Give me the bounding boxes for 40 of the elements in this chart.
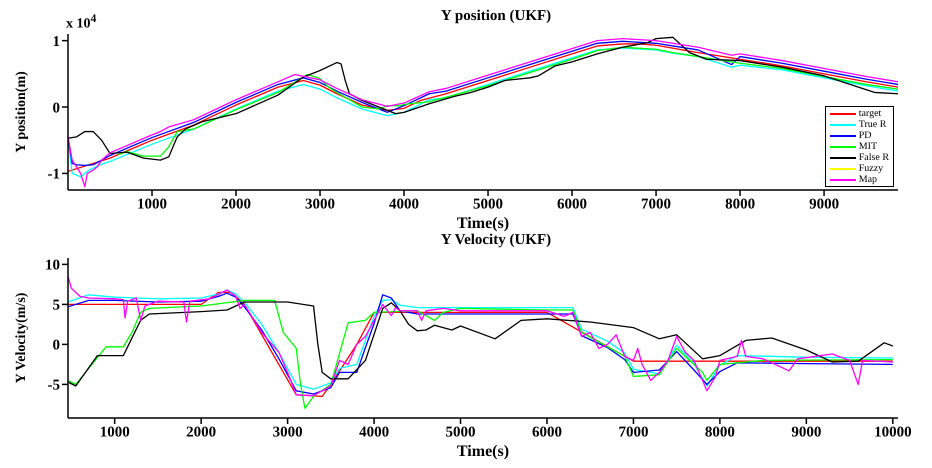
x-tick-label: 9000 xyxy=(809,196,840,213)
x-tick-label: 2000 xyxy=(221,196,252,213)
legend-label: target xyxy=(858,108,882,119)
chart-title: Y position (UKF) xyxy=(440,8,552,24)
chart-title: Y Velocity (UKF) xyxy=(440,232,552,250)
x-tick-label: 5000 xyxy=(473,196,504,213)
y-tick-label: -5 xyxy=(48,378,60,394)
x-tick-label: 3000 xyxy=(305,196,336,213)
x-tick-label: 6000 xyxy=(557,196,588,213)
x-tick-label: 6000 xyxy=(532,424,562,441)
y-tick-label: 1 xyxy=(52,34,60,50)
legend-label: PD xyxy=(858,130,872,141)
x-axis-title: Time(s) xyxy=(456,215,510,232)
legend-label: Map xyxy=(858,174,878,185)
x-tick-label: 4000 xyxy=(359,424,390,441)
x-tick-label: 1000 xyxy=(137,196,168,213)
y-tick-label: 10 xyxy=(45,258,60,274)
legend-label: True R xyxy=(858,119,886,130)
legend-label: MIT xyxy=(858,141,878,152)
y-tick-label: -1 xyxy=(48,166,60,183)
x-tick-label: 3000 xyxy=(272,424,303,441)
x-tick-label: 1000 xyxy=(100,424,130,441)
x-tick-label: 2000 xyxy=(186,424,216,441)
y-tick-label: 5 xyxy=(52,298,60,314)
legend-label: False R xyxy=(858,152,889,163)
x-axis-title: Time(s) xyxy=(456,443,510,460)
y-axis-title: Y position(m) xyxy=(14,70,29,153)
x-tick-label: 7000 xyxy=(618,424,648,441)
x-tick-label: 8000 xyxy=(725,196,756,213)
y-tick-label: 0 xyxy=(52,338,60,354)
x-tick-label: 4000 xyxy=(389,196,420,213)
legend-label: Fuzzy xyxy=(858,163,884,174)
x-tick-label: 5000 xyxy=(446,424,476,441)
text: x 10$^{4}$ xyxy=(66,12,96,33)
x-tick-label: 7000 xyxy=(641,196,672,213)
y-tick-label: 0 xyxy=(52,100,60,116)
x-tick-label: 8000 xyxy=(704,424,735,441)
y-axis-title: Y Velocity(m/s) xyxy=(14,292,29,384)
x-tick-label: 9000 xyxy=(791,424,822,441)
x-tick-label: 10000 xyxy=(874,424,912,441)
